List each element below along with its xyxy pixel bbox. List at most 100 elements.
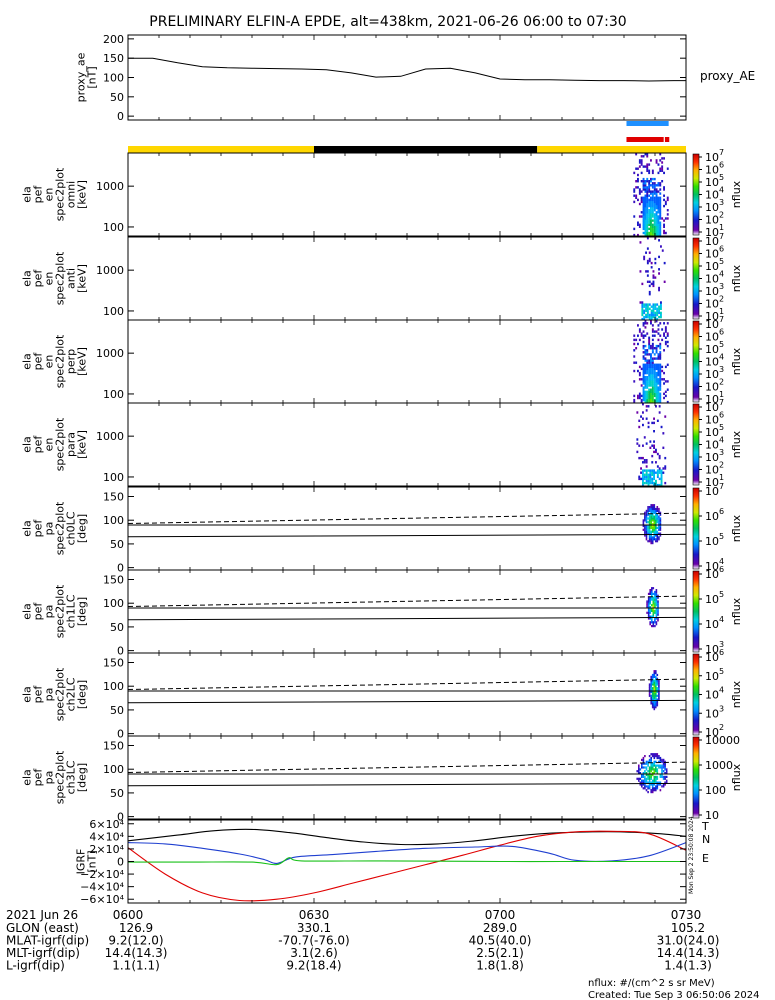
spec_perp-pixel bbox=[655, 371, 658, 375]
pa_ch3-pixel bbox=[647, 785, 649, 788]
spec_perp-pixel bbox=[650, 380, 652, 383]
spec_perp-colorbar bbox=[692, 320, 700, 403]
spec_perp-pixel bbox=[657, 328, 660, 331]
spec_omni-pixel bbox=[651, 192, 654, 195]
spec_perp-pixel bbox=[659, 355, 662, 358]
pa_ch3-ylabel-line: pa bbox=[43, 771, 56, 785]
spec_perp-pixel bbox=[646, 332, 649, 335]
pa_ch2-pixel bbox=[650, 700, 652, 703]
pa_ch3-pixel bbox=[658, 781, 660, 784]
pa_ch1-pixel bbox=[651, 617, 653, 620]
pa_ch2-colorbar-title: nflux bbox=[730, 680, 743, 708]
pa_ch1-ylabel-line: spec2plot bbox=[54, 584, 67, 638]
pa_ch0-pixel bbox=[659, 513, 662, 516]
spec_perp-pixel bbox=[646, 369, 649, 373]
pa_ch2-ylabel-line: spec2plot bbox=[54, 667, 67, 721]
spec_perp-colorbar-exp: 1 bbox=[719, 390, 724, 399]
spec_perp-pixel bbox=[657, 398, 660, 402]
spec_omni-colorbar-title: nflux bbox=[730, 180, 743, 208]
pa_ch0-pixel bbox=[648, 509, 651, 512]
pa_ch2-pixel bbox=[651, 704, 654, 707]
pa_ch1-colorbar bbox=[692, 570, 700, 653]
pa_ch3-ytick-label: 100 bbox=[103, 763, 124, 776]
pa_ch0-pixel bbox=[656, 534, 659, 537]
pa_ch0-colorbar-exp: 5 bbox=[719, 532, 724, 541]
pa_ch0-pixel bbox=[647, 506, 649, 509]
spec_anti-pixel bbox=[650, 311, 653, 315]
spec_omni-pixel bbox=[644, 209, 647, 212]
spec_omni-pixel bbox=[655, 198, 658, 202]
spec_perp-pixel bbox=[642, 367, 645, 371]
spec_omni-pixel bbox=[655, 204, 658, 208]
ephemeris-row-label: GLON (east) bbox=[6, 921, 79, 935]
spec_para-pixel bbox=[642, 469, 644, 472]
spec_anti-pixel bbox=[646, 303, 649, 306]
pa_ch0-pixel bbox=[650, 511, 652, 514]
spec_para-pixel bbox=[658, 467, 661, 470]
pa_ch1-pixel bbox=[655, 621, 658, 624]
spec_perp-pixel bbox=[655, 400, 658, 404]
pa_ch0-pixel bbox=[645, 534, 648, 537]
spec_perp-pixel bbox=[642, 347, 645, 350]
spec_perp-pixel bbox=[648, 347, 651, 350]
spec_omni-pixel bbox=[651, 223, 654, 226]
spec_perp-pixel bbox=[657, 382, 660, 385]
spec_perp-pixel bbox=[651, 338, 654, 342]
pa_ch1-pixel bbox=[651, 607, 653, 611]
pa_ch3-pixel bbox=[659, 789, 662, 792]
pa_ch3-pixel bbox=[656, 753, 659, 756]
pa_ch2-pixel bbox=[656, 673, 659, 677]
pa_ch1-pixel bbox=[651, 609, 653, 612]
spec_perp-colorbar-exp: 4 bbox=[719, 353, 724, 362]
pa_ch3-pixel bbox=[651, 785, 654, 788]
spec_para-ylabel-line: para bbox=[65, 432, 78, 457]
spec_para-pixel bbox=[645, 465, 648, 468]
spec_perp-pixel bbox=[648, 369, 651, 373]
pa_ch1-pixel bbox=[647, 602, 650, 605]
spec_omni-pixel bbox=[640, 211, 643, 214]
spec_omni-pixel bbox=[650, 231, 652, 235]
spec_omni-pixel bbox=[640, 198, 643, 202]
pa_ch1-pixel bbox=[655, 594, 658, 597]
spec_omni-colorbar-exp: 3 bbox=[719, 198, 724, 207]
pa_ch3-pixel bbox=[645, 766, 648, 769]
pa_ch3-pixel bbox=[650, 766, 652, 769]
pa_ch3-pixel bbox=[644, 783, 646, 786]
spec_omni-pixel bbox=[663, 157, 665, 160]
spec_perp-pixel bbox=[659, 384, 662, 387]
pa_ch0-pixel bbox=[655, 519, 657, 522]
spec_omni-pixel bbox=[650, 213, 652, 216]
spec_omni-pixel bbox=[655, 215, 658, 218]
pa_ch3-pixel bbox=[645, 777, 648, 780]
pa_ch3-pixel bbox=[639, 768, 642, 771]
pa_ch3-pixel bbox=[648, 785, 651, 788]
spec_anti-pixel bbox=[645, 251, 647, 254]
spec_para-pixel bbox=[649, 473, 652, 476]
pa_ch0-pixel bbox=[658, 526, 660, 529]
spec_para-pixel bbox=[645, 469, 648, 472]
spec_omni-pixel bbox=[666, 198, 669, 202]
pa_ch3-pixel bbox=[650, 775, 652, 778]
spec_perp-pixel bbox=[651, 334, 654, 337]
pa_ch3-pixel bbox=[655, 766, 657, 769]
spec_para-colorbar-label: 10 bbox=[705, 451, 719, 464]
spec_perp-pixel bbox=[642, 330, 645, 333]
spec_para-colorbar-exp: 1 bbox=[719, 473, 724, 482]
spec_omni-pixel bbox=[657, 223, 660, 226]
spec_omni-pixel bbox=[657, 211, 660, 214]
spec_perp-pixel bbox=[644, 349, 647, 352]
spec_para-pixel bbox=[651, 481, 654, 485]
spec_perp-pixel bbox=[653, 369, 656, 373]
spec_omni-pixel bbox=[655, 202, 658, 206]
spec_para-pixel bbox=[645, 461, 648, 464]
pa_ch0-pixel bbox=[645, 530, 648, 533]
pa_ch3-pixel bbox=[662, 775, 665, 778]
pa_ch3-pixel bbox=[650, 781, 652, 784]
spec_anti-pixel bbox=[645, 313, 647, 317]
spec_perp-pixel bbox=[644, 396, 647, 400]
spec_perp-pixel bbox=[653, 384, 656, 387]
spec_perp-pixel bbox=[650, 390, 652, 393]
pa_ch3-pixel bbox=[641, 773, 643, 777]
spec_omni-pixel bbox=[644, 211, 647, 214]
ephemeris-row-label: MLT-igrf(dip) bbox=[6, 946, 80, 960]
